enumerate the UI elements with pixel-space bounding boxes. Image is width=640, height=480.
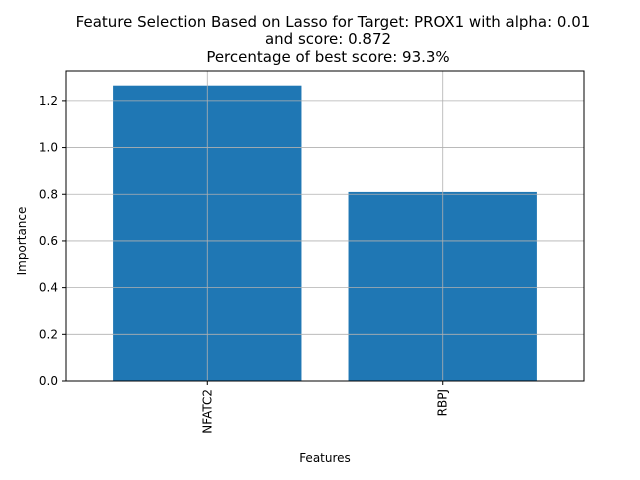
y-tick-label: 0.2: [39, 327, 58, 341]
x-axis-ticks: NFATC2 RBPJ: [200, 381, 450, 434]
y-axis-label: Importance: [15, 207, 29, 276]
x-axis-label: Features: [299, 451, 351, 465]
x-tick-label-rbpj: RBPJ: [436, 389, 450, 416]
y-tick-label: 0.8: [39, 187, 58, 201]
y-tick-label: 0.0: [39, 374, 58, 388]
y-tick-label: 1.2: [39, 94, 58, 108]
title-line-3: Percentage of best score: 93.3%: [206, 48, 449, 66]
y-tick-label: 0.4: [39, 281, 58, 295]
chart-title: Feature Selection Based on Lasso for Tar…: [76, 13, 591, 66]
y-tick-label: 0.6: [39, 234, 58, 248]
title-line-1: Feature Selection Based on Lasso for Tar…: [76, 13, 591, 31]
title-line-2: and score: 0.872: [265, 30, 391, 48]
y-axis-ticks: 0.0 0.2 0.4 0.6 0.8 1.0 1.2: [39, 94, 66, 388]
x-tick-label-nfatc2: NFATC2: [200, 389, 214, 434]
y-tick-label: 1.0: [39, 141, 58, 155]
bars-group: [113, 85, 537, 381]
plot-frame: [65, 70, 585, 382]
